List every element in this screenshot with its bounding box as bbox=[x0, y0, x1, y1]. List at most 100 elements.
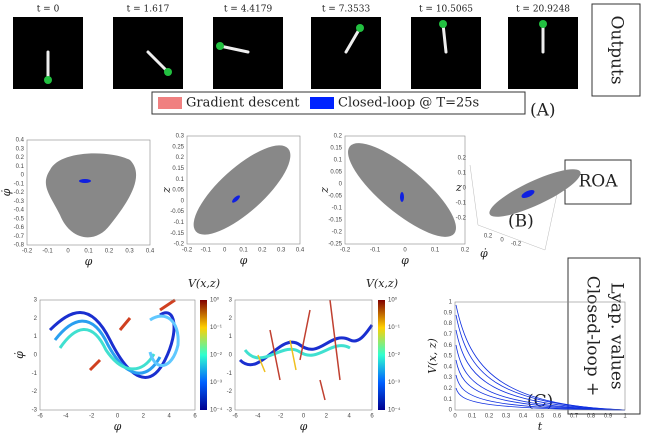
z-tick-label: -0.1 bbox=[456, 201, 467, 207]
y-axis-label: z bbox=[160, 187, 173, 194]
y-axis-label: φ̇ bbox=[13, 351, 26, 359]
outputs-label: Outputs bbox=[607, 15, 627, 84]
x-tick-label: -0.1 bbox=[201, 248, 212, 254]
x-tick-label: 0 bbox=[302, 414, 306, 420]
y-tick-label: -0.8 bbox=[14, 243, 25, 249]
frame-title: t = 0 bbox=[37, 5, 60, 15]
colorbar-tick: 10⁻⁴ bbox=[210, 407, 223, 414]
y-tick-label: 0.6 bbox=[444, 343, 453, 349]
x-tick-label: -6 bbox=[37, 414, 43, 420]
y-tick-label: 0.15 bbox=[172, 166, 184, 172]
frame-title: t = 20.9248 bbox=[516, 5, 570, 15]
x-tick-label: 0 bbox=[403, 248, 407, 254]
x-tick-label: -2 bbox=[89, 414, 95, 420]
x-tick-label: 0.2 bbox=[105, 249, 114, 255]
y-tick-label: -0.05 bbox=[328, 194, 342, 200]
colorbar-tick: 10⁰ bbox=[210, 297, 220, 304]
y-tick-label: -0.2 bbox=[511, 242, 522, 248]
x-tick-label: 0.1 bbox=[84, 249, 93, 255]
y-axis-label: z bbox=[318, 187, 331, 194]
x-tick-label: 0.8 bbox=[587, 414, 596, 420]
y-tick-label: 0.2 bbox=[484, 234, 493, 240]
x-tick-label: 0.2 bbox=[485, 414, 494, 420]
x-tick-label: 0.9 bbox=[604, 414, 613, 420]
x-tick-label: -0.1 bbox=[42, 249, 53, 255]
frame-title: t = 10.5065 bbox=[419, 5, 473, 15]
x-tick-label: -4 bbox=[63, 414, 69, 420]
y-tick-label: 0.05 bbox=[330, 170, 342, 176]
y-tick-label: -1 bbox=[32, 371, 38, 377]
colorbar-tick: 10⁻² bbox=[210, 353, 222, 359]
frame-title: t = 1.617 bbox=[127, 5, 170, 15]
pendulum-bob bbox=[44, 76, 52, 84]
colorbar-tick: 10⁻¹ bbox=[388, 325, 400, 331]
y-tick-label: 0.05 bbox=[172, 188, 184, 194]
y-tick-label: -0.25 bbox=[328, 242, 342, 248]
y-tick-label: 0.3 bbox=[176, 134, 185, 140]
x-tick-label: 0.3 bbox=[277, 248, 286, 254]
y-tick-label: -0.15 bbox=[170, 231, 184, 237]
closed-loop-box bbox=[568, 258, 640, 414]
x-tick-label: 0.1 bbox=[431, 248, 440, 254]
y-tick-label: 0.2 bbox=[444, 386, 453, 392]
y-axis-label: φ̇ bbox=[480, 247, 488, 260]
y-tick-label: 0.15 bbox=[330, 146, 342, 152]
y-tick-label: -0.5 bbox=[14, 216, 25, 222]
x-axis-label: φ bbox=[240, 254, 248, 267]
x-tick-label: 0.4 bbox=[296, 248, 305, 254]
roa-label: ROA bbox=[578, 172, 618, 192]
x-tick-label: -2 bbox=[278, 414, 284, 420]
y-tick-label: 2 bbox=[229, 316, 233, 322]
pendulum-bob bbox=[539, 20, 547, 28]
x-tick-label: 2 bbox=[325, 414, 329, 420]
y-tick-label: -0.1 bbox=[14, 181, 25, 187]
x-tick-label: 0.7 bbox=[570, 414, 579, 420]
pendulum-bob bbox=[164, 68, 172, 76]
legend-label: Closed-loop @ T=25s bbox=[338, 96, 479, 111]
x-tick-label: 2 bbox=[142, 414, 146, 420]
legend-swatch bbox=[310, 97, 334, 109]
y-tick-label: -2 bbox=[32, 389, 38, 395]
y-tick-label: 0 bbox=[229, 353, 233, 359]
y-tick-label: 0.2 bbox=[16, 155, 25, 161]
x-axis-label: φ bbox=[401, 254, 409, 267]
y-tick-label: 0.9 bbox=[444, 310, 453, 316]
x-tick-label: 0.2 bbox=[258, 248, 267, 254]
y-tick-label: 0.5 bbox=[444, 354, 453, 360]
x-tick-label: 0 bbox=[453, 414, 457, 420]
pendulum-bob bbox=[439, 20, 447, 28]
y-tick-label: 3 bbox=[34, 298, 38, 304]
x-tick-label: 6 bbox=[193, 414, 197, 420]
y-tick-label: -0.7 bbox=[14, 234, 25, 240]
x-tick-label: 4 bbox=[167, 414, 171, 420]
x-tick-label: 0.4 bbox=[519, 414, 528, 420]
x-axis-label: φ bbox=[85, 255, 93, 268]
y-tick-label: 1 bbox=[229, 334, 233, 340]
colorbar-title: V(x,z) bbox=[366, 277, 398, 290]
closed-loop-label: Lyap. values bbox=[607, 282, 627, 389]
z-tick-label: 0.2 bbox=[458, 156, 467, 162]
x-tick-label: 6 bbox=[370, 414, 374, 420]
y-tick-label: 0.4 bbox=[444, 364, 453, 370]
y-tick-label: -3 bbox=[227, 408, 233, 414]
colorbar-tick: 10⁻¹ bbox=[210, 325, 222, 331]
x-tick-label: 0.6 bbox=[553, 414, 562, 420]
x-tick-label: -0.2 bbox=[182, 248, 193, 254]
x-tick-label: 0 bbox=[223, 248, 227, 254]
z-tick-label: -0.2 bbox=[456, 216, 467, 222]
legend-swatch bbox=[158, 97, 182, 109]
colorbar-tick: 10⁻³ bbox=[388, 380, 400, 386]
x-tick-label: -0.1 bbox=[370, 248, 381, 254]
x-tick-label: 0.3 bbox=[125, 249, 134, 255]
y-tick-label: -0.1 bbox=[174, 220, 185, 226]
z-tick-label: 0 bbox=[463, 186, 467, 192]
colorbar-tick: 10⁻³ bbox=[210, 380, 222, 386]
z-axis-label: z bbox=[455, 181, 462, 194]
y-tick-label: -0.6 bbox=[14, 225, 25, 231]
x-axis-label: φ bbox=[114, 420, 122, 433]
pendulum-bob bbox=[216, 42, 224, 50]
y-tick-label: 3 bbox=[229, 298, 233, 304]
colorbar-tick: 10⁻² bbox=[388, 353, 400, 359]
y-axis-label: V(x, z) bbox=[426, 338, 439, 374]
x-tick-label: -6 bbox=[232, 414, 238, 420]
